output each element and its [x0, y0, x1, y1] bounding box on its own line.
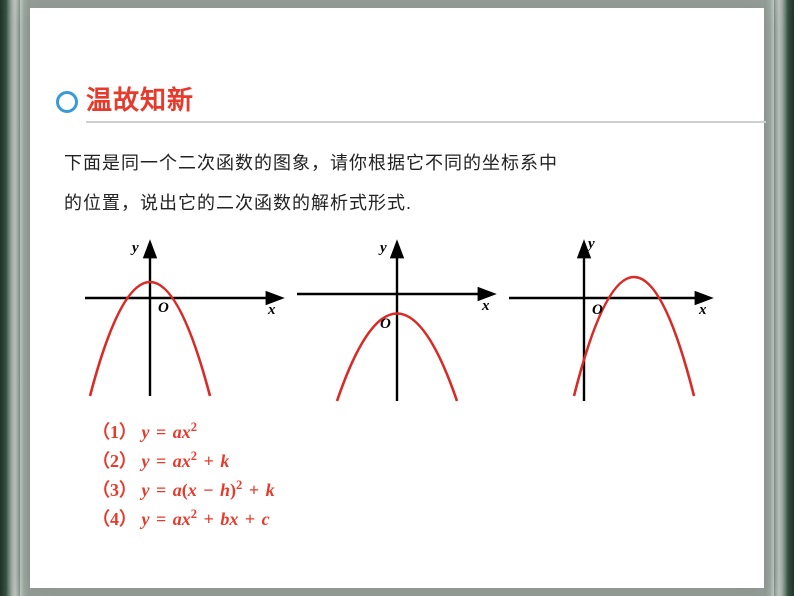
eq3-num: （3）	[92, 480, 137, 500]
graph-1: y x O	[80, 236, 290, 406]
graph-2: y x O	[292, 236, 502, 406]
body-line-2: 的位置，说出它的二次函数的解析式形式.	[64, 184, 724, 224]
eq2-num: （2）	[92, 451, 137, 471]
graph1-x-label: x	[268, 302, 276, 319]
eq1-num: （1）	[92, 422, 137, 442]
eq4-num: （4）	[92, 509, 137, 529]
graphs-row: y x O y x O	[80, 236, 714, 406]
graph1-origin: O	[158, 300, 169, 317]
bullet-icon	[56, 91, 78, 113]
graph3-origin: O	[592, 302, 603, 319]
equation-3: （3） y = a(x − h)2 + k	[92, 476, 275, 505]
equation-1: （1） y = ax2	[92, 418, 275, 447]
graph2-y-label: y	[380, 240, 387, 257]
graph-3-svg	[504, 236, 714, 406]
graph-2-svg	[292, 236, 502, 406]
slide-frame: 温故知新 下面是同一个二次函数的图象，请你根据它不同的坐标系中 的位置，说出它的…	[30, 8, 764, 588]
header: 温故知新	[56, 80, 766, 123]
equations-list: （1） y = ax2 （2） y = ax2 + k （3） y = a(x …	[92, 418, 275, 534]
body-text: 下面是同一个二次函数的图象，请你根据它不同的坐标系中 的位置，说出它的二次函数的…	[64, 144, 724, 223]
frame-edge-right	[764, 0, 794, 596]
graph3-x-label: x	[699, 302, 707, 319]
equation-4: （4） y = ax2 + bx + c	[92, 505, 275, 534]
frame-edge-left	[0, 0, 30, 596]
graph2-origin: O	[380, 316, 391, 333]
section-title: 温故知新	[86, 80, 766, 123]
body-line-1: 下面是同一个二次函数的图象，请你根据它不同的坐标系中	[64, 144, 724, 184]
graph1-y-label: y	[132, 240, 139, 257]
equation-2: （2） y = ax2 + k	[92, 447, 275, 476]
graph-3: y x O	[504, 236, 714, 406]
graph2-x-label: x	[482, 298, 490, 315]
graph-1-svg	[80, 236, 290, 406]
graph3-y-label: y	[588, 236, 595, 253]
